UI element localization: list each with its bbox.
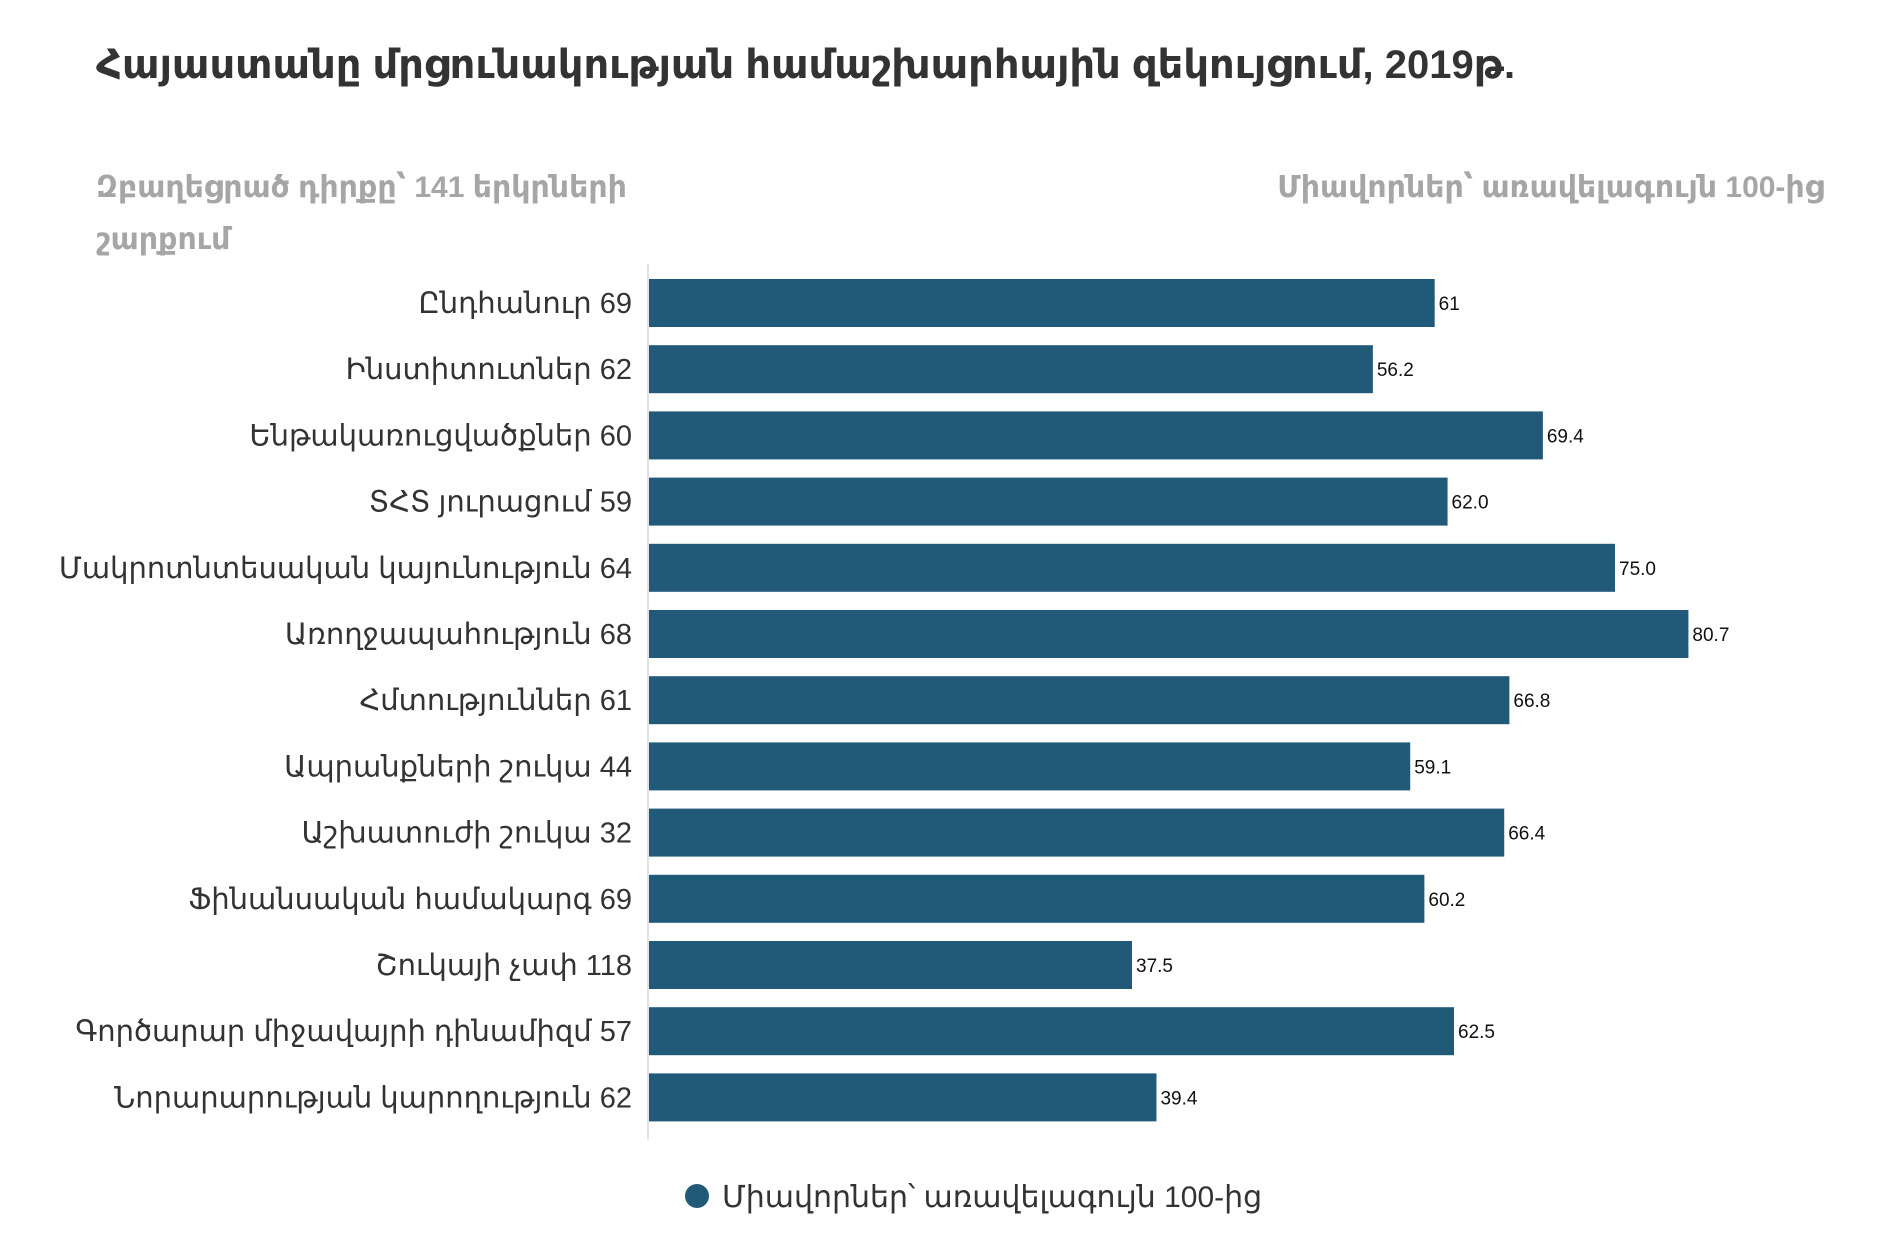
bars-group: Ընդհանուր 69 61 Ինստիտուտներ 62 56.2 Ենթակառ… [59,279,1729,1122]
bar-8 [649,808,1505,857]
value-label-6: 66.8 [1513,691,1550,712]
category-label-3: ՏՀՏ յուրացում 59 [369,487,632,519]
score-subtitle: Միավորներ՝ առավելագույն 100-ից [1277,171,1824,204]
category-label-6: Հմտություններ 61 [360,685,632,717]
bar-12 [649,1073,1157,1122]
value-label-0: 61 [1439,294,1460,315]
category-label-10: Շուկայի չափ 118 [376,950,632,982]
bar-3 [649,477,1448,526]
category-label-4: Մակրոտնտեսական կայունություն 64 [59,553,632,585]
category-label-0: Ընդհանուր 69 [418,288,632,320]
category-label-5: Առողջապահություն 68 [285,619,632,651]
bar-11 [649,1007,1454,1056]
chart-title: Հայաստանը մրցունակության համաշխարհային զ… [96,43,1516,87]
category-label-7: Ապրանքների շուկա 44 [284,751,632,783]
value-label-4: 75.0 [1619,559,1656,580]
value-label-8: 66.4 [1508,824,1545,845]
value-label-1: 56.2 [1377,360,1414,381]
bar-1 [649,345,1373,394]
category-label-9: Ֆինանսական համակարգ 69 [188,884,632,916]
bar-9 [649,874,1425,923]
category-label-2: Ենթակառուցվածքներ 60 [249,420,632,452]
category-label-12: Նորարարության կարողություն 62 [114,1082,632,1114]
value-label-7: 59.1 [1414,757,1451,778]
category-label-11: Գործարար միջավայրի դինամիզմ 57 [75,1016,632,1048]
legend-label: Միավորներ՝ առավելագույն 100-ից [722,1181,1262,1214]
value-label-12: 39.4 [1160,1088,1197,1109]
bar-7 [649,742,1411,791]
bar-4 [649,543,1615,592]
category-label-1: Ինստիտուտներ 62 [346,354,632,386]
value-label-2: 69.4 [1547,426,1584,447]
legend-marker [685,1184,709,1208]
rank-subtitle: Զբաղեցրած դիրքը՝ 141 երկրների շարքում [96,171,627,256]
legend: Միավորներ՝ առավելագույն 100-ից [685,1181,1262,1214]
category-label-8: Աշխատուժի շուկա 32 [302,818,632,850]
value-label-3: 62.0 [1452,493,1489,514]
bar-0 [649,279,1435,327]
bar-6 [649,676,1510,725]
value-label-9: 60.2 [1428,890,1465,911]
value-label-5: 80.7 [1692,625,1729,646]
bar-2 [649,411,1543,460]
value-label-11: 62.5 [1458,1022,1495,1043]
value-label-10: 37.5 [1136,956,1173,977]
bar-5 [649,610,1689,658]
bar-10 [649,941,1132,989]
